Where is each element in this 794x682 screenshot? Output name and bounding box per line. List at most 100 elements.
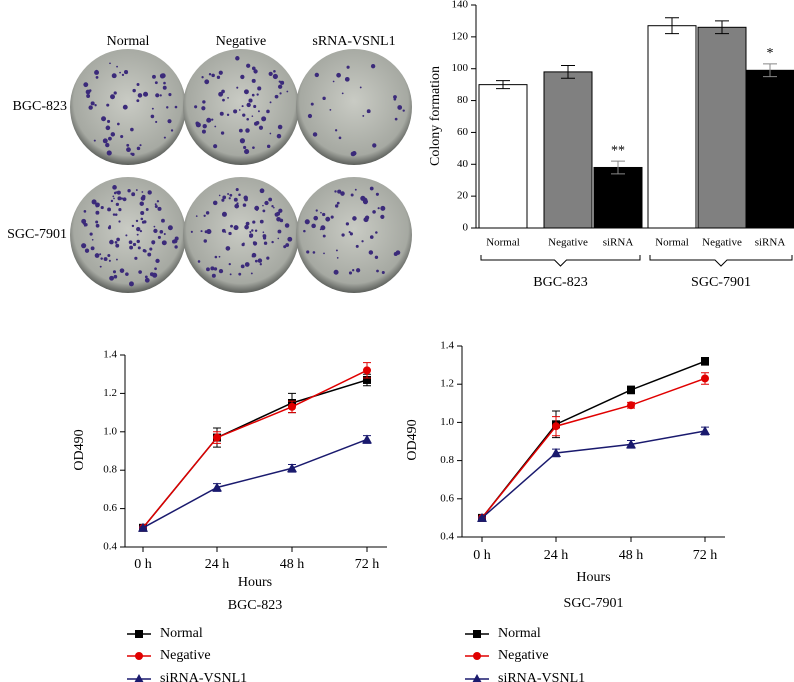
colony [256,93,259,96]
colony [214,125,217,128]
colony [313,215,319,221]
colony [310,102,314,106]
x-tick-label: 0 h [134,557,152,572]
colony [116,258,118,261]
point [362,434,372,444]
colony [136,239,140,244]
colony [105,142,110,148]
colony [114,241,118,244]
colony [336,201,340,205]
colony [259,188,265,194]
colony [202,123,207,129]
colony [147,252,152,257]
colony [190,230,193,233]
colony [83,210,87,213]
colony [114,213,118,216]
point [627,401,635,410]
y-tick-label: 1.0 [440,416,454,428]
colony [122,197,127,202]
x-tick-label: 24 h [205,557,230,572]
point [701,374,709,383]
colony [341,233,345,237]
colony [132,242,137,247]
colony [135,189,138,191]
bar [543,71,593,229]
colony [109,239,114,245]
colony [271,240,274,244]
colony [336,257,339,259]
colony [244,224,249,230]
colony [163,233,166,236]
colony [320,211,322,214]
colony [151,107,154,110]
colony [90,246,95,251]
colony [360,195,366,201]
annotation: * [767,46,774,61]
colony [91,199,97,205]
colony [376,269,379,273]
colony [369,186,374,191]
colony [278,80,281,83]
colony [242,203,247,207]
colony [94,70,100,75]
colony [135,219,139,223]
legend-label: Normal [160,626,203,641]
colony [168,93,172,97]
x-axis-label: Hours [576,570,610,585]
colony [211,118,214,121]
colony [89,232,93,236]
colony [322,96,326,101]
colony [346,65,350,69]
colony [228,231,232,236]
colony [119,71,121,74]
x-tick-label: 72 h [355,557,380,572]
legend-label: siRNA-VSNL1 [498,671,585,682]
colony [262,209,266,213]
colony [227,192,230,195]
colony [372,210,376,214]
colony [115,191,118,193]
legend-marker [473,630,481,638]
colony [131,224,135,228]
point [212,482,222,492]
colony [112,270,117,274]
colony [210,266,215,271]
colony [155,258,160,264]
colony [147,190,152,195]
colony [139,230,143,233]
colony [261,116,267,122]
colony [143,91,149,97]
colony [202,100,206,104]
colony [156,200,160,203]
colony [254,259,258,263]
colony [100,257,103,260]
colony [107,119,111,123]
colony [258,125,264,130]
y-tick-label: 1.2 [103,387,117,399]
colony [152,74,156,79]
row-label: SGC-7901 [7,227,67,242]
colony [81,243,87,249]
colony [311,223,316,229]
point [551,447,561,457]
colony [154,205,158,209]
point [552,422,560,431]
colony [319,228,322,231]
colony [221,228,226,233]
colony [273,69,276,73]
colony [201,129,206,134]
error-bar [561,65,575,79]
colony [211,73,215,78]
colony [107,226,112,230]
colony [106,103,110,107]
x-tick-label: 48 h [280,557,305,572]
colony [113,197,115,200]
legend-marker [134,674,144,682]
colony [155,120,158,124]
colony [220,131,225,135]
colony [95,210,100,215]
colony [350,151,356,157]
colony [113,91,117,95]
column-label: Negative [216,34,267,49]
